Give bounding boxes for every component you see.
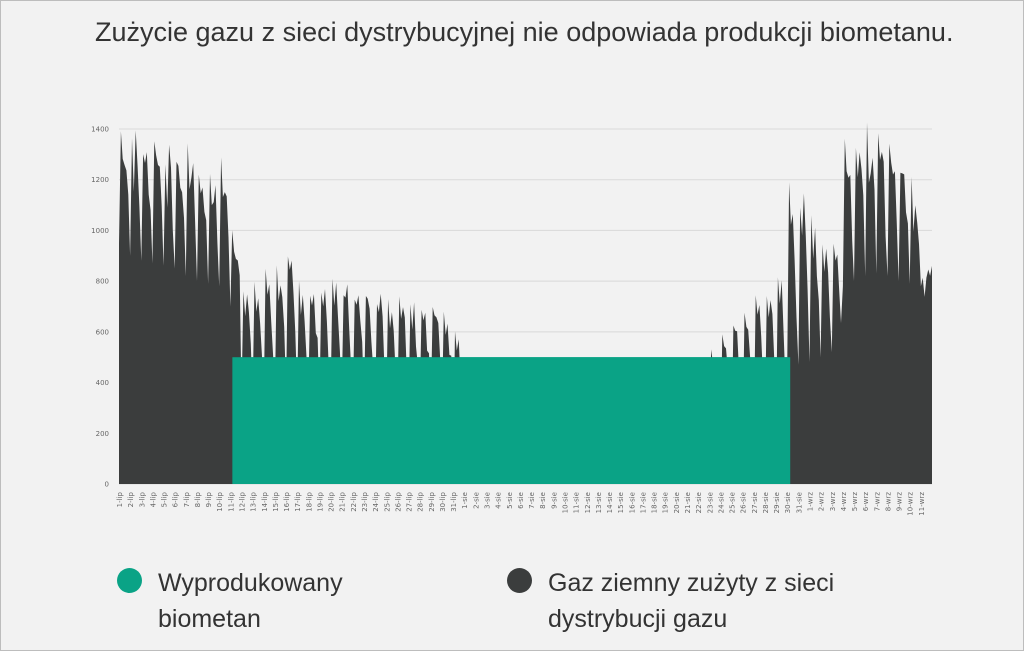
y-tick-label: 0 [105, 481, 109, 489]
x-tick-label: 4-sie [495, 492, 503, 509]
x-tick-label: 29-lip [428, 491, 436, 511]
x-tick-label: 23-sie [706, 492, 714, 513]
x-tick-label: 16-lip [283, 491, 291, 511]
x-tick-label: 11-sie [573, 492, 581, 513]
x-tick-label: 8-sie [539, 492, 547, 509]
x-tick-label: 3-sie [484, 492, 492, 509]
x-tick-label: 29-sie [773, 492, 781, 513]
x-tick-label: 30-sie [784, 492, 792, 513]
x-tick-label: 19-lip [317, 491, 325, 511]
x-tick-label: 2-sie [472, 492, 480, 509]
x-tick-label: 8-lip [194, 491, 202, 507]
y-tick-label: 1200 [91, 176, 109, 184]
x-tick-label: 10-sie [562, 492, 570, 513]
chart-title: Zużycie gazu z sieci dystrybucyjnej nie … [95, 17, 954, 47]
x-tick-label: 5-sie [506, 492, 514, 509]
biomethane-area [232, 357, 791, 484]
x-tick-label: 5-wrz [851, 492, 859, 512]
x-tick-label: 26-sie [740, 492, 748, 513]
x-tick-label: 3-wrz [829, 492, 837, 512]
y-tick-label: 1000 [91, 227, 109, 235]
x-tick-label: 11-lip [227, 491, 235, 511]
x-tick-label: 28-sie [762, 492, 770, 513]
x-tick-label: 14-sie [606, 492, 614, 513]
x-tick-label: 9-sie [550, 492, 558, 509]
x-tick-label: 18-lip [305, 491, 313, 511]
x-tick-label: 4-lip [149, 491, 157, 507]
x-tick-label: 15-sie [617, 492, 625, 513]
x-tick-label: 1-lip [116, 491, 124, 507]
x-tick-label: 9-wrz [896, 492, 904, 512]
legend-label-biomethane: Wyprodukowany biometan [158, 569, 343, 633]
x-tick-label: 22-lip [350, 491, 358, 511]
x-tick-label: 15-lip [272, 491, 280, 511]
x-tick-label: 2-lip [127, 491, 135, 507]
x-tick-label: 24-lip [372, 491, 380, 511]
x-tick-label: 9-lip [205, 491, 213, 507]
x-tick-label: 31-sie [795, 492, 803, 513]
x-tick-label: 8-wrz [885, 492, 893, 512]
x-tick-label: 11-wrz [918, 492, 926, 516]
x-tick-label: 6-lip [172, 491, 180, 507]
x-tick-label: 22-sie [695, 492, 703, 513]
x-tick-label: 6-sie [517, 492, 525, 509]
x-tick-label: 18-sie [651, 492, 659, 513]
x-tick-label: 25-lip [383, 491, 391, 511]
x-tick-label: 26-lip [394, 491, 402, 511]
x-tick-label: 7-lip [183, 491, 191, 507]
x-axis-ticks: 1-lip 2-lip 3-lip 4-lip 5-lip 6-lip 7-lip 8-lip… [116, 491, 926, 515]
x-tick-label: 3-lip [138, 491, 146, 507]
x-tick-label: 27-lip [406, 491, 414, 511]
x-tick-label: 12-lip [239, 491, 247, 511]
x-tick-label: 1-wrz [807, 492, 815, 512]
x-tick-label: 28-lip [417, 491, 425, 511]
x-tick-label: 4-wrz [840, 492, 848, 512]
x-tick-label: 19-sie [662, 492, 670, 513]
y-tick-label: 800 [96, 278, 109, 286]
x-tick-label: 24-sie [717, 492, 725, 513]
legend-label-grid-gas: Gaz ziemny zużyty z sieci dystrybucji ga… [548, 569, 835, 633]
y-axis-ticks: 0 200 400 600 800 1000 1200 1400 [91, 126, 109, 489]
y-tick-label: 1400 [91, 126, 109, 134]
x-tick-label: 17-sie [639, 492, 647, 513]
x-tick-label: 20-lip [328, 491, 336, 511]
x-tick-label: 2-wrz [818, 492, 826, 512]
x-tick-label: 21-sie [684, 492, 692, 513]
y-tick-label: 400 [96, 379, 109, 387]
x-tick-label: 7-sie [528, 492, 536, 509]
x-tick-label: 5-lip [161, 491, 169, 507]
x-tick-label: 31-lip [450, 491, 458, 511]
x-tick-label: 30-lip [439, 491, 447, 511]
legend-item-biomethane: Wyprodukowany biometan [117, 565, 388, 637]
x-tick-label: 6-wrz [862, 492, 870, 512]
x-tick-label: 12-sie [584, 492, 592, 513]
x-tick-label: 10-wrz [907, 492, 915, 516]
x-tick-label: 20-sie [673, 492, 681, 513]
y-tick-label: 200 [96, 430, 109, 438]
x-tick-label: 13-lip [250, 491, 258, 511]
series-biomethane [232, 357, 791, 484]
x-tick-label: 10-lip [216, 491, 224, 511]
x-tick-label: 1-sie [461, 492, 469, 509]
x-tick-label: 25-sie [729, 492, 737, 513]
x-tick-label: 16-sie [628, 492, 636, 513]
legend-item-grid-gas: Gaz ziemny zużyty z sieci dystrybucji ga… [507, 565, 908, 637]
y-tick-label: 600 [96, 328, 109, 336]
x-tick-label: 21-lip [339, 491, 347, 511]
legend-dot-biomethane [117, 568, 142, 593]
legend-dot-grid-gas [507, 568, 532, 593]
x-tick-label: 27-sie [751, 492, 759, 513]
x-tick-label: 17-lip [294, 491, 302, 511]
x-tick-label: 23-lip [361, 491, 369, 511]
x-tick-label: 13-sie [595, 492, 603, 513]
x-tick-label: 14-lip [261, 491, 269, 511]
x-tick-label: 7-wrz [873, 492, 881, 512]
